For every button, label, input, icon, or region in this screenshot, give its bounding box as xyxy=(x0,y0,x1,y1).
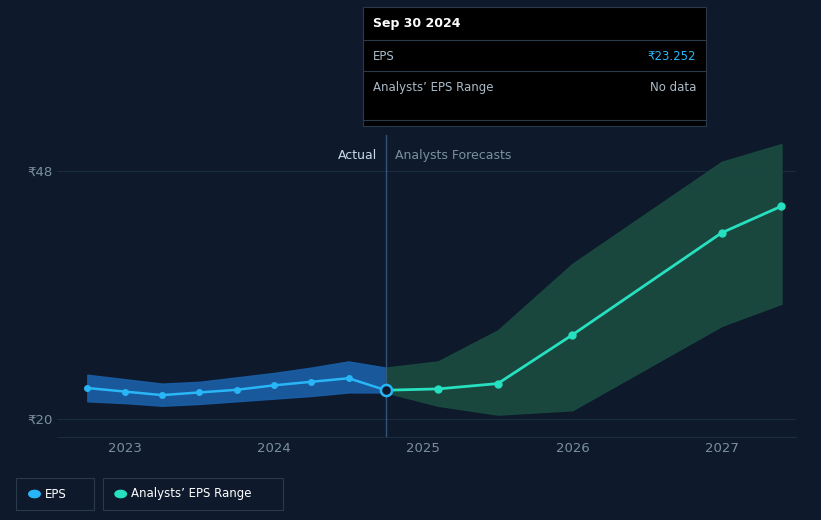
Text: EPS: EPS xyxy=(373,50,394,63)
Text: Analysts’ EPS Range: Analysts’ EPS Range xyxy=(131,488,252,500)
Text: Analysts Forecasts: Analysts Forecasts xyxy=(395,149,511,162)
Text: Actual: Actual xyxy=(337,149,377,162)
Text: ₹23.252: ₹23.252 xyxy=(648,50,696,63)
Text: No data: No data xyxy=(650,81,696,94)
Text: Analysts’ EPS Range: Analysts’ EPS Range xyxy=(373,81,493,94)
Text: EPS: EPS xyxy=(45,488,67,500)
Text: Sep 30 2024: Sep 30 2024 xyxy=(373,17,461,30)
